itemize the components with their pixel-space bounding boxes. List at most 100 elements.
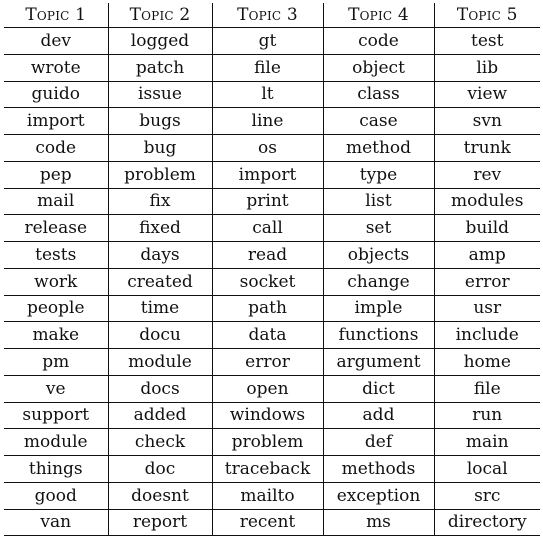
table-cell-topic-4: functions <box>322 321 434 349</box>
topics-table: Topic 1 Topic 2 Topic 3 Topic 4 Topic 5 … <box>4 3 540 536</box>
table-cell-topic-2: check <box>107 428 212 456</box>
table-cell-topic-3: problem <box>211 428 323 456</box>
table-cell-topic-1: module <box>4 428 108 456</box>
table-cell-topic-4: argument <box>322 348 434 376</box>
table-cell-topic-2: doesnt <box>107 482 212 510</box>
table-row: import bugs line case svn <box>4 107 540 135</box>
table-cell-topic-2: added <box>107 402 212 430</box>
table-cell-topic-1: van <box>4 509 108 536</box>
table-cell-topic-1: dev <box>4 27 108 55</box>
table-cell-topic-2: time <box>107 295 212 323</box>
table-cell-topic-3: import <box>211 161 323 189</box>
column-header-topic-2: Topic 2 <box>107 3 212 28</box>
table-cell-topic-1: import <box>4 107 108 135</box>
table-cell-topic-1: people <box>4 295 108 323</box>
table-cell-topic-5: error <box>433 268 540 296</box>
table-row: code bug os method trunk <box>4 134 540 162</box>
table-cell-topic-4: def <box>322 428 434 456</box>
table-cell-topic-2: fix <box>107 188 212 216</box>
table-cell-topic-5: home <box>433 348 540 376</box>
table-cell-topic-5: include <box>433 321 540 349</box>
table-cell-topic-3: print <box>211 188 323 216</box>
table-row: people time path imple usr <box>4 295 540 323</box>
table-cell-topic-5: modules <box>433 188 540 216</box>
table-row: good doesnt mailto exception src <box>4 482 540 510</box>
table-cell-topic-2: created <box>107 268 212 296</box>
table-row: guido issue lt class view <box>4 81 540 109</box>
table-cell-topic-4: dict <box>322 375 434 403</box>
table-cell-topic-5: directory <box>433 509 540 536</box>
table-cell-topic-3: gt <box>211 27 323 55</box>
table-cell-topic-2: logged <box>107 27 212 55</box>
table-cell-topic-3: file <box>211 54 323 82</box>
header-row: Topic 1 Topic 2 Topic 3 Topic 4 Topic 5 <box>4 3 540 28</box>
column-header-topic-5: Topic 5 <box>433 3 540 28</box>
table-cell-topic-1: things <box>4 455 108 483</box>
table-cell-topic-2: docs <box>107 375 212 403</box>
table-cell-topic-2: bugs <box>107 107 212 135</box>
table-cell-topic-4: list <box>322 188 434 216</box>
table-cell-topic-5: svn <box>433 107 540 135</box>
table-cell-topic-5: test <box>433 27 540 55</box>
table-cell-topic-3: windows <box>211 402 323 430</box>
table-cell-topic-4: change <box>322 268 434 296</box>
table-header: Topic 1 Topic 2 Topic 3 Topic 4 Topic 5 <box>4 3 540 28</box>
table-cell-topic-3: traceback <box>211 455 323 483</box>
table-cell-topic-5: file <box>433 375 540 403</box>
column-header-topic-3: Topic 3 <box>211 3 323 28</box>
table-cell-topic-2: doc <box>107 455 212 483</box>
table-cell-topic-2: module <box>107 348 212 376</box>
table-cell-topic-1: ve <box>4 375 108 403</box>
table-cell-topic-2: docu <box>107 321 212 349</box>
table-cell-topic-2: patch <box>107 54 212 82</box>
table-cell-topic-5: usr <box>433 295 540 323</box>
table-cell-topic-5: lib <box>433 54 540 82</box>
table-cell-topic-4: imple <box>322 295 434 323</box>
table-row: ve docs open dict file <box>4 375 540 403</box>
table-cell-topic-3: recent <box>211 509 323 536</box>
table-cell-topic-3: error <box>211 348 323 376</box>
table-row: make docu data functions include <box>4 321 540 349</box>
table-body: dev logged gt code test wrote patch file object l… <box>4 27 540 536</box>
table-row: van report recent ms directory <box>4 509 540 536</box>
table-cell-topic-3: open <box>211 375 323 403</box>
table-cell-topic-1: guido <box>4 81 108 109</box>
table-row: tests days read objects amp <box>4 241 540 269</box>
table-row: module check problem def main <box>4 428 540 456</box>
table-cell-topic-4: code <box>322 27 434 55</box>
table-cell-topic-1: tests <box>4 241 108 269</box>
table-cell-topic-1: support <box>4 402 108 430</box>
table-cell-topic-4: case <box>322 107 434 135</box>
table-row: pm module error argument home <box>4 348 540 376</box>
table-cell-topic-3: path <box>211 295 323 323</box>
table-cell-topic-3: mailto <box>211 482 323 510</box>
table-cell-topic-3: read <box>211 241 323 269</box>
table-cell-topic-3: line <box>211 107 323 135</box>
table-cell-topic-5: amp <box>433 241 540 269</box>
table-cell-topic-3: lt <box>211 81 323 109</box>
table-cell-topic-3: data <box>211 321 323 349</box>
table-row: dev logged gt code test <box>4 27 540 55</box>
table-cell-topic-5: run <box>433 402 540 430</box>
table-cell-topic-2: days <box>107 241 212 269</box>
table-cell-topic-4: objects <box>322 241 434 269</box>
column-header-topic-4: Topic 4 <box>322 3 434 28</box>
table-cell-topic-2: report <box>107 509 212 536</box>
table-cell-topic-1: code <box>4 134 108 162</box>
table-cell-topic-1: make <box>4 321 108 349</box>
table-cell-topic-4: ms <box>322 509 434 536</box>
table-cell-topic-1: pep <box>4 161 108 189</box>
table-cell-topic-4: object <box>322 54 434 82</box>
table-cell-topic-1: work <box>4 268 108 296</box>
table-cell-topic-5: view <box>433 81 540 109</box>
table-cell-topic-1: good <box>4 482 108 510</box>
table-cell-topic-4: set <box>322 214 434 242</box>
table-row: support added windows add run <box>4 402 540 430</box>
table-row: things doc traceback methods local <box>4 455 540 483</box>
table-cell-topic-2: problem <box>107 161 212 189</box>
table-cell-topic-3: os <box>211 134 323 162</box>
table-row: mail fix print list modules <box>4 188 540 216</box>
table-row: release fixed call set build <box>4 214 540 242</box>
table-row: work created socket change error <box>4 268 540 296</box>
table-cell-topic-1: mail <box>4 188 108 216</box>
